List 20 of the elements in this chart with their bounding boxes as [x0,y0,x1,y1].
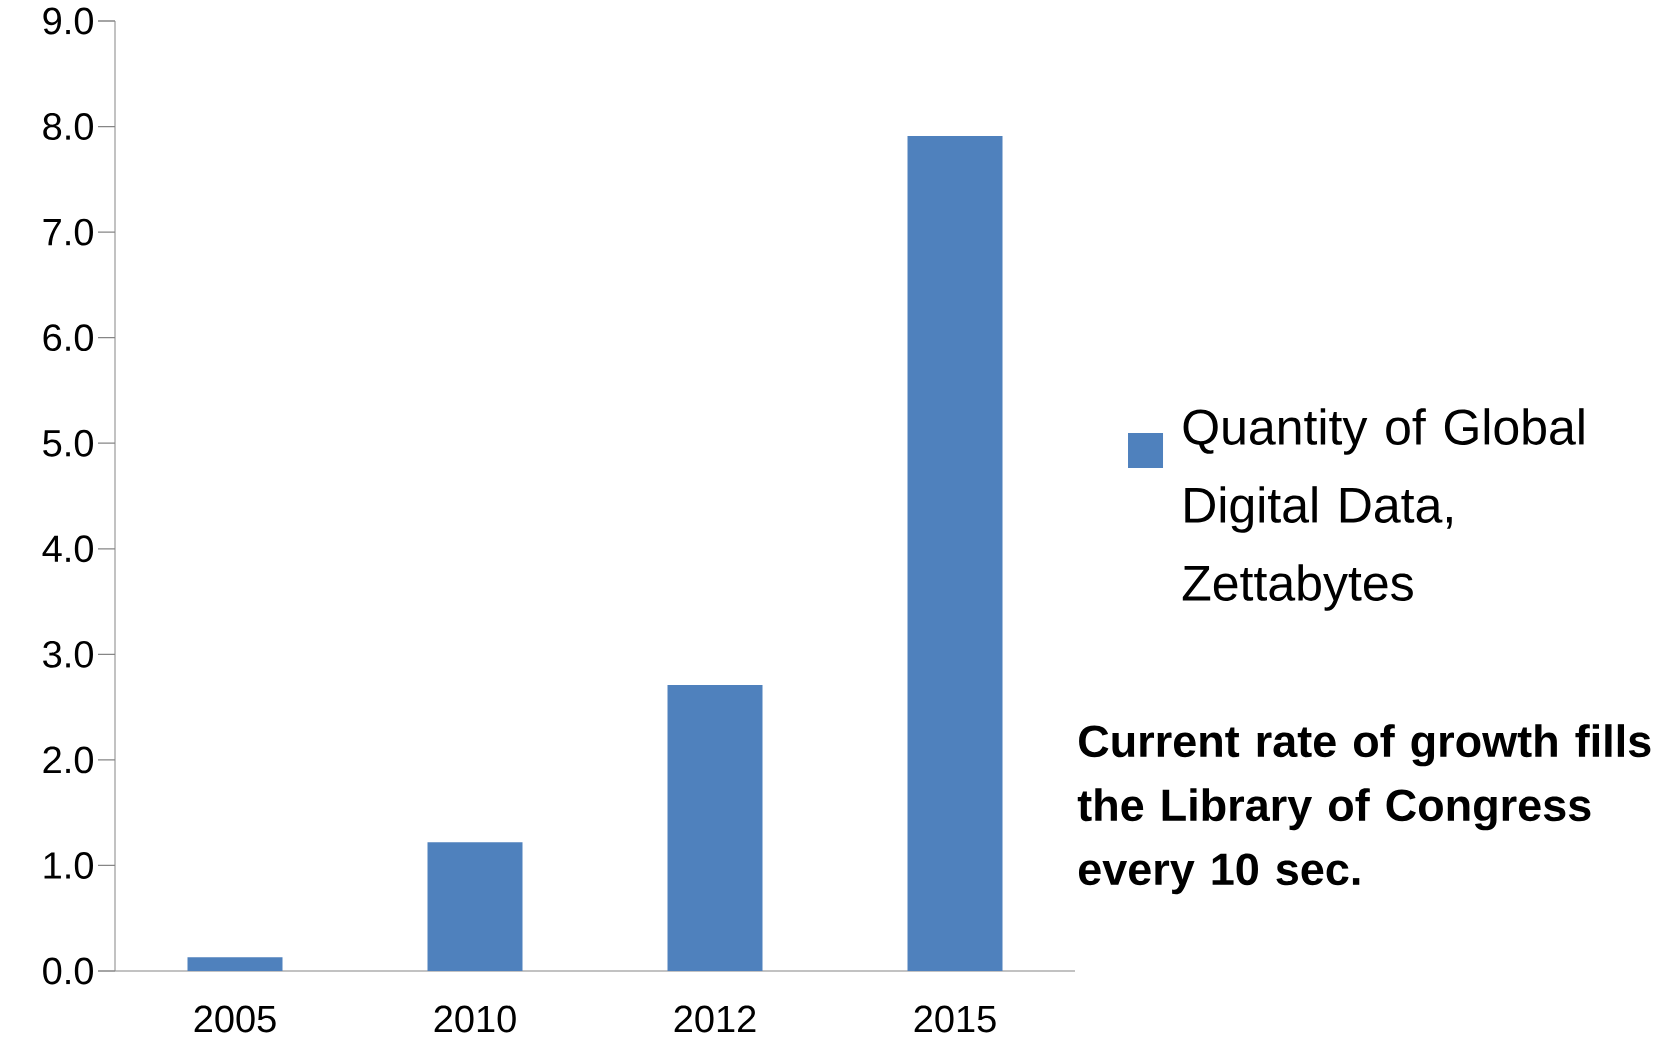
y-tick-label: 9.0 [43,7,93,35]
bar [187,957,283,971]
y-tick-label: 4.0 [42,535,93,563]
y-tick-label: 0.0 [43,957,93,985]
y-tick-label: 1.0 [44,851,93,879]
y-tick-label: 7.0 [43,218,93,246]
y-tick-label: 2.0 [43,746,93,774]
text: Current rate of growth fills the Library of Congress every 10 sec. [1077,724,1651,895]
bar [907,136,1003,971]
bar [427,842,523,971]
x-tick-label: 2005 [194,1005,276,1033]
y-tick-label: 8.0 [43,113,93,141]
x-tick-label: 2012 [674,1005,756,1033]
legend-label: Quantity of Global Digital Data, Zettabytes [1182,408,1584,611]
y-tick-label: 5.0 [43,429,93,457]
x-tick-label: 2015 [914,1005,996,1033]
x-tick-label: 2010 [434,1005,516,1033]
y-tick-label: 6.0 [43,324,93,352]
y-tick-label: 3.0 [43,640,93,668]
bar [667,684,763,971]
